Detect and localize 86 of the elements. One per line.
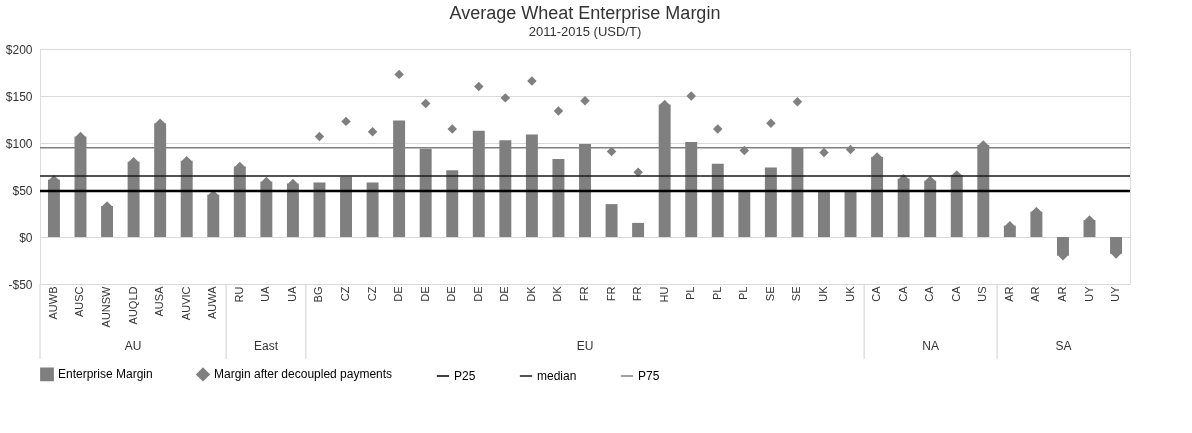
x-tick-label: DE: [471, 286, 484, 302]
x-tick-label: AR: [1029, 286, 1042, 302]
x-tick-label: DE: [498, 286, 511, 302]
x-tick-label: DE: [445, 286, 458, 302]
legend-label: Enterprise Margin: [58, 367, 153, 382]
x-tick-label: DE: [418, 286, 431, 302]
x-tick-label: CA: [870, 285, 883, 302]
bar: [552, 158, 565, 237]
x-tick-label: UY: [1082, 285, 1095, 302]
x-tick-label: SE: [790, 286, 803, 302]
bar: [711, 163, 724, 237]
x-tick-label: UY: [1109, 285, 1122, 302]
x-tick-label: AUQLD: [126, 286, 139, 325]
point: [792, 96, 803, 107]
legend-label: median: [537, 369, 577, 383]
y-tick-label: $150: [5, 89, 33, 104]
x-tick-label: AUSA: [153, 285, 166, 317]
bar: [207, 194, 220, 237]
x-tick-label: FR: [604, 286, 617, 302]
point: [474, 81, 484, 92]
x-tick-label: FR: [578, 286, 590, 302]
x-tick-label: UK: [816, 285, 829, 302]
bar: [632, 222, 645, 237]
x-tick-label: CZ: [365, 286, 378, 302]
x-tick-label: US: [976, 286, 989, 302]
text: NA: [922, 339, 939, 353]
x-tick-label: AR: [1055, 286, 1068, 302]
point: [713, 124, 723, 134]
x-tick-label: UA: [285, 285, 298, 302]
x-tick-label: UA: [259, 285, 272, 302]
x-tick-label: PL: [684, 286, 697, 300]
x-tick-label: PL: [737, 286, 750, 300]
bar: [340, 176, 352, 237]
point: [420, 98, 431, 109]
x-tick-label: CA: [896, 285, 909, 302]
point: [500, 93, 511, 103]
legend-label: Margin after decoupled payments: [214, 367, 393, 382]
point: [580, 95, 590, 106]
text: EU: [576, 339, 594, 353]
y-tick-label: -$50: [8, 277, 33, 292]
point: [766, 118, 776, 128]
y-tick-label: $200: [5, 42, 33, 57]
bar: [764, 167, 777, 237]
y-tick-label: $100: [5, 136, 33, 151]
x-tick-label: DK: [551, 285, 564, 302]
bar: [818, 191, 830, 237]
legend-label: P75: [638, 369, 660, 383]
text: SA: [1055, 339, 1072, 353]
bar: [366, 182, 379, 237]
x-tick-label: RU: [232, 286, 245, 303]
x-tick-label: SE: [763, 286, 776, 302]
legend-label: P25: [454, 369, 476, 383]
bar: [605, 204, 618, 237]
bar: [446, 170, 459, 237]
point: [394, 69, 404, 80]
point: [341, 116, 351, 127]
x-tick-label: AR: [1002, 286, 1015, 302]
chart-subtitle: 2011-2015 (USD/T): [528, 24, 642, 39]
chart-title: Average Wheat Enterprise Margin: [449, 3, 721, 23]
point: [367, 126, 378, 137]
point: [447, 124, 457, 134]
x-tick-label: DE: [392, 286, 405, 302]
point: [819, 147, 829, 158]
x-tick-label: UK: [843, 285, 856, 302]
x-tick-label: AUSC: [73, 286, 86, 318]
x-tick-label: DK: [524, 285, 537, 302]
bar: [844, 191, 857, 237]
text: East: [253, 339, 279, 353]
x-tick-label: CA: [923, 285, 936, 302]
x-tick-label: AUNSW: [100, 285, 113, 328]
x-tick-label: CZ: [339, 286, 352, 302]
x-tick-label: PL: [710, 286, 723, 300]
point: [314, 131, 325, 142]
x-tick-label: HU: [657, 286, 670, 303]
x-tick-label: AUWB: [46, 286, 59, 320]
x-tick-label: BG: [312, 286, 325, 303]
y-tick-label: $0: [19, 230, 33, 245]
point: [553, 106, 564, 116]
x-tick-label: CA: [949, 285, 962, 302]
bar: [738, 191, 751, 237]
bar: [313, 182, 326, 237]
x-tick-label: AUVIC: [179, 286, 192, 321]
x-tick-label: AUWA: [206, 285, 219, 320]
text: AU: [124, 339, 142, 353]
y-tick-label: $50: [12, 183, 33, 198]
x-tick-label: FR: [631, 286, 644, 302]
